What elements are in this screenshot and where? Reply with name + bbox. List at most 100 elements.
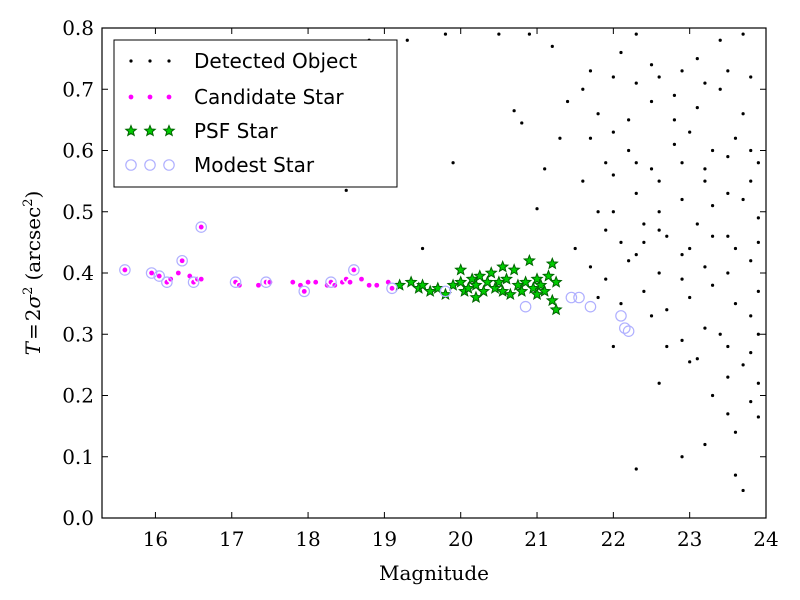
- data-point: [443, 32, 448, 36]
- y-tick-label: 0.1: [62, 445, 94, 469]
- data-point: [733, 136, 738, 140]
- x-tick-label: 19: [372, 527, 397, 551]
- x-tick-label: 24: [753, 527, 778, 551]
- data-point: [545, 256, 559, 270]
- data-point: [519, 300, 532, 313]
- data-point: [749, 351, 753, 355]
- x-tick-label: 23: [677, 527, 702, 551]
- data-point: [477, 284, 491, 297]
- data-point: [549, 275, 563, 288]
- data-point: [710, 393, 715, 398]
- data-point: [535, 207, 539, 211]
- data-point: [688, 246, 692, 251]
- data-point: [672, 142, 677, 146]
- legend-marker-psf-star: [124, 124, 176, 137]
- data-point: [657, 381, 661, 385]
- data-point: [741, 488, 745, 493]
- data-point: [756, 289, 760, 293]
- data-point: [733, 246, 738, 251]
- data-point: [710, 148, 715, 153]
- legend-label-psf: PSF Star: [194, 119, 278, 143]
- data-point: [543, 167, 547, 171]
- legend-marker-modest-star: [125, 159, 175, 171]
- data-point: [503, 287, 517, 300]
- data-point: [634, 81, 638, 85]
- data-point: [565, 99, 570, 104]
- data-point: [695, 222, 699, 226]
- data-point: [627, 259, 631, 263]
- data-point: [619, 322, 631, 334]
- data-point: [416, 278, 430, 291]
- data-point: [703, 179, 707, 183]
- data-point: [634, 253, 638, 257]
- series-candidate-star: [120, 223, 397, 296]
- data-point: [596, 112, 600, 116]
- data-point: [642, 222, 646, 226]
- data-point: [446, 278, 460, 291]
- data-point: [604, 161, 608, 165]
- x-tick-label: 18: [295, 527, 320, 551]
- data-point: [145, 267, 158, 279]
- data-point: [439, 285, 452, 298]
- data-point: [634, 467, 638, 471]
- data-point: [349, 265, 358, 274]
- data-point: [726, 191, 730, 195]
- data-point: [304, 278, 313, 287]
- data-point: [611, 130, 615, 134]
- data-point: [756, 216, 760, 220]
- legend-marker: [148, 59, 152, 63]
- data-point: [573, 246, 577, 251]
- data-point: [642, 289, 646, 293]
- legend-marker: [163, 159, 175, 171]
- y-tick-label: 0.2: [62, 384, 94, 408]
- data-point: [695, 357, 699, 361]
- y-tick-label: 0.0: [62, 506, 94, 530]
- legend-label-candidate: Candidate Star: [194, 85, 344, 109]
- data-point: [619, 240, 623, 244]
- data-point: [657, 75, 661, 79]
- data-point: [573, 291, 585, 304]
- data-point: [680, 455, 684, 459]
- data-point: [726, 234, 730, 238]
- data-point: [657, 271, 661, 275]
- legend-marker: [143, 124, 157, 137]
- legend-markers: [124, 59, 176, 171]
- data-point: [749, 75, 753, 79]
- data-point: [465, 272, 479, 285]
- data-point: [726, 344, 730, 349]
- data-point: [484, 266, 498, 279]
- data-point: [611, 75, 615, 79]
- data-point: [695, 57, 699, 61]
- legend-marker-detected-object: [129, 59, 171, 63]
- data-point: [288, 278, 297, 287]
- data-point: [749, 259, 753, 263]
- data-point: [565, 291, 578, 304]
- data-point: [680, 161, 684, 165]
- data-point: [545, 293, 559, 307]
- data-point: [688, 295, 692, 300]
- data-point: [680, 338, 684, 342]
- data-point: [756, 332, 760, 336]
- y-tick-label: 0.4: [62, 261, 94, 285]
- data-point: [496, 260, 510, 273]
- data-point: [454, 263, 468, 276]
- data-point: [480, 275, 494, 288]
- data-point: [520, 121, 524, 125]
- legend-marker: [146, 93, 155, 102]
- data-point: [619, 50, 623, 55]
- data-point: [665, 234, 669, 238]
- data-point: [604, 228, 608, 232]
- x-axis-label: Magnitude: [379, 561, 489, 585]
- legend-label-detected: Detected Object: [194, 49, 357, 73]
- data-point: [703, 326, 707, 330]
- data-point: [120, 265, 129, 274]
- data-point: [604, 277, 608, 281]
- legend-marker: [162, 124, 176, 137]
- data-point: [404, 275, 418, 288]
- data-point: [161, 276, 173, 288]
- data-point: [346, 278, 355, 287]
- data-point: [634, 191, 638, 195]
- data-point: [420, 246, 425, 251]
- data-point: [627, 148, 631, 153]
- data-point: [649, 314, 654, 318]
